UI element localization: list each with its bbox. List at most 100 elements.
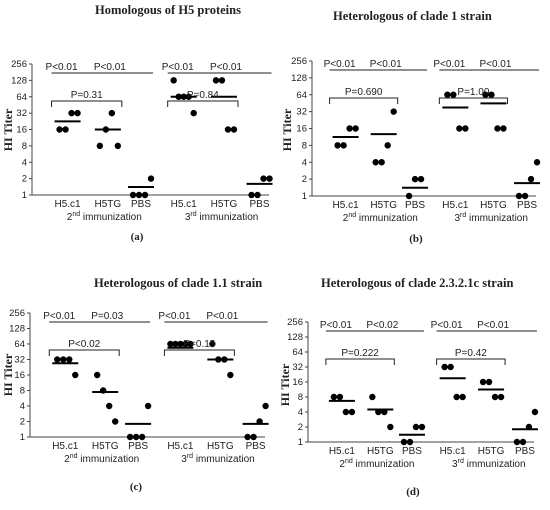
group-label: 2nd immunization bbox=[343, 212, 418, 224]
data-point bbox=[412, 423, 420, 431]
p-value-label: P<0.01 bbox=[433, 59, 465, 70]
p-value-label: P<0.01 bbox=[94, 62, 126, 73]
data-point bbox=[96, 142, 104, 150]
data-point bbox=[72, 371, 79, 379]
y-axis-label: HI Titer bbox=[280, 108, 294, 151]
category-label: PBS bbox=[402, 446, 422, 457]
y-tick-label: 64 bbox=[14, 339, 25, 350]
y-tick-label: 128 bbox=[287, 332, 303, 343]
p-value-label: P=0.84 bbox=[187, 90, 219, 101]
category-label: PBS bbox=[131, 199, 151, 210]
data-point bbox=[497, 393, 505, 401]
p-value-label: P<0.02 bbox=[366, 320, 398, 331]
significance-bracket bbox=[48, 349, 120, 356]
data-point bbox=[254, 191, 261, 199]
panel-title: Heterologous of clade 1.1 strain bbox=[94, 276, 262, 290]
data-point bbox=[74, 109, 81, 117]
data-point bbox=[126, 433, 134, 441]
y-tick-label: 16 bbox=[16, 125, 27, 136]
category-label: H5.c1 bbox=[329, 446, 356, 457]
data-point bbox=[172, 340, 179, 348]
data-point bbox=[405, 192, 413, 200]
p-value-label: P<0.01 bbox=[320, 320, 352, 331]
significance-bracket bbox=[51, 100, 123, 107]
y-tick-label: 1 bbox=[20, 432, 25, 443]
p-value-label: P<0.01 bbox=[324, 59, 356, 70]
data-point bbox=[378, 159, 385, 166]
data-point bbox=[485, 378, 493, 386]
panel-label: (a) bbox=[131, 231, 144, 243]
data-point bbox=[418, 423, 426, 431]
data-point bbox=[114, 142, 122, 150]
data-point bbox=[336, 393, 344, 401]
p-value-label: P<0.01 bbox=[431, 320, 463, 331]
data-point bbox=[453, 393, 460, 401]
category-label: PBS bbox=[246, 441, 266, 452]
data-point bbox=[129, 191, 137, 199]
data-point bbox=[462, 125, 469, 132]
data-point bbox=[456, 125, 463, 132]
y-tick-label: 4 bbox=[22, 157, 27, 168]
data-point bbox=[218, 77, 226, 84]
panel-title: Heterologous of clade 1 strain bbox=[333, 9, 492, 23]
data-point bbox=[108, 109, 116, 117]
data-point bbox=[348, 408, 356, 416]
data-point bbox=[94, 371, 101, 379]
data-point bbox=[250, 433, 257, 441]
data-point bbox=[66, 356, 73, 363]
data-point bbox=[266, 175, 273, 182]
significance-bracket bbox=[325, 358, 395, 365]
category-label: H5.c1 bbox=[54, 199, 81, 210]
data-point bbox=[387, 423, 394, 431]
data-point bbox=[212, 77, 220, 84]
data-point bbox=[262, 402, 269, 410]
y-tick-label: 1 bbox=[298, 437, 303, 448]
data-point bbox=[334, 142, 341, 149]
y-tick-label: 256 bbox=[291, 56, 307, 67]
data-point bbox=[230, 126, 238, 133]
data-point bbox=[459, 393, 466, 401]
data-point bbox=[167, 340, 174, 348]
significance-bracket bbox=[329, 97, 399, 104]
data-point bbox=[372, 159, 379, 166]
data-point bbox=[227, 371, 234, 379]
data-point bbox=[224, 126, 232, 133]
y-tick-label: 16 bbox=[296, 124, 307, 135]
p-value-label: P=0.15 bbox=[183, 339, 215, 350]
category-label: H5TG bbox=[95, 199, 122, 210]
data-point bbox=[106, 402, 113, 410]
p-value-label: P<0.01 bbox=[43, 311, 75, 322]
data-point bbox=[533, 159, 541, 166]
y-tick-label: 256 bbox=[11, 59, 27, 70]
p-value-label: P<0.01 bbox=[158, 311, 190, 322]
data-point bbox=[68, 109, 75, 117]
panel-label: (b) bbox=[409, 233, 423, 245]
p-value-label: P<0.01 bbox=[479, 59, 511, 70]
data-point bbox=[444, 91, 451, 98]
category-label: H5TG bbox=[370, 200, 397, 211]
y-tick-label: 2 bbox=[20, 417, 25, 428]
group-label: 3rd immunization bbox=[454, 212, 528, 224]
category-label: PBS bbox=[128, 441, 148, 452]
data-point bbox=[177, 340, 184, 348]
p-value-label: P<0.01 bbox=[206, 311, 238, 322]
panel-label: (c) bbox=[130, 481, 143, 493]
category-label: H5TG bbox=[92, 441, 119, 452]
data-point bbox=[147, 175, 155, 182]
data-point bbox=[500, 125, 507, 132]
data-point bbox=[141, 191, 149, 199]
category-label: H5.c1 bbox=[333, 200, 360, 211]
category-label: PBS bbox=[405, 200, 425, 211]
data-point bbox=[447, 363, 454, 371]
y-tick-label: 1 bbox=[22, 190, 27, 201]
y-tick-label: 8 bbox=[22, 141, 27, 152]
category-label: H5.c1 bbox=[440, 446, 467, 457]
data-point bbox=[527, 175, 535, 183]
y-tick-label: 4 bbox=[302, 157, 307, 168]
category-label: H5TG bbox=[367, 446, 394, 457]
y-tick-label: 16 bbox=[292, 377, 303, 388]
category-label: PBS bbox=[517, 200, 537, 211]
y-tick-label: 32 bbox=[292, 362, 303, 373]
y-tick-label: 256 bbox=[9, 308, 25, 319]
